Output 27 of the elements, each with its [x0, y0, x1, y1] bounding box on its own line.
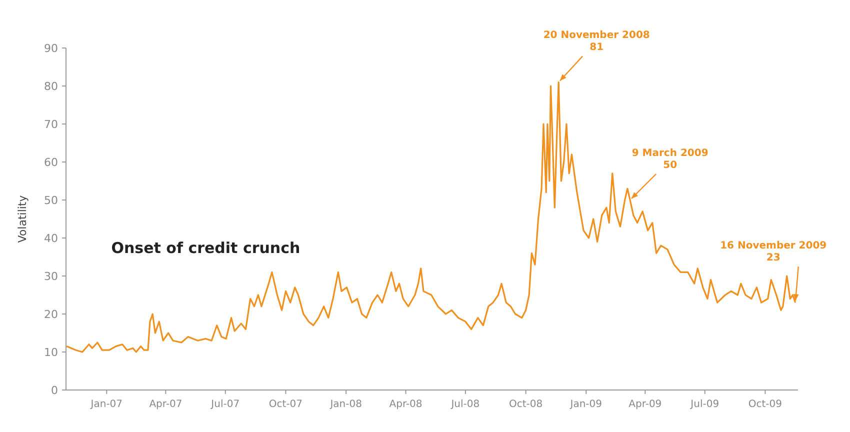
x-tick-label: Oct-08 [508, 399, 543, 410]
y-tick-label: 40 [44, 232, 58, 245]
x-tick-label: Apr-09 [628, 399, 662, 410]
annotation: Onset of credit crunch [111, 239, 300, 258]
x-tick-label: Jan-07 [90, 399, 123, 410]
y-tick-label: 50 [44, 194, 58, 207]
annotation: 16 November 2009 23 [720, 240, 827, 264]
x-tick-label: Oct-07 [268, 399, 303, 410]
y-tick-label: 20 [44, 308, 58, 321]
y-tick-label: 90 [44, 42, 58, 55]
y-tick-label: 30 [44, 270, 58, 283]
x-tick-label: Jul-08 [450, 399, 480, 410]
x-tick-label: Apr-08 [389, 399, 422, 410]
annotation: 20 November 2008 81 [543, 30, 650, 54]
y-axis-title: Volatility [16, 194, 29, 243]
y-tick-label: 70 [44, 118, 58, 131]
x-tick-label: Jan-08 [329, 399, 362, 410]
annotation: 9 March 2009 50 [632, 148, 708, 171]
y-tick-label: 0 [51, 384, 58, 397]
x-tick-label: Jan-09 [569, 399, 602, 410]
x-tick-label: Oct-09 [748, 399, 782, 410]
x-tick-label: Jul-09 [690, 399, 720, 410]
x-tick-label: Jul-07 [210, 399, 240, 410]
x-tick-label: Apr-07 [149, 399, 182, 410]
y-tick-label: 60 [44, 156, 58, 169]
y-tick-label: 80 [44, 80, 58, 93]
y-tick-label: 10 [44, 346, 58, 359]
